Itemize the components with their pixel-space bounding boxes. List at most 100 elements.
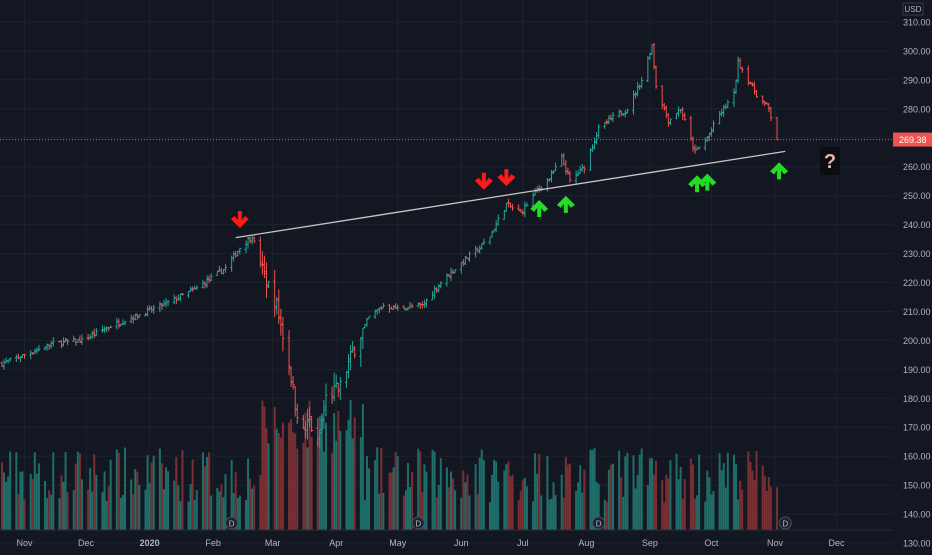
volume-bar [691, 464, 694, 530]
ohlc-bar [467, 251, 471, 263]
ohlc-bar [267, 281, 271, 289]
volume-bar [749, 461, 752, 530]
volume-bar [626, 452, 629, 530]
volume-bar [622, 496, 625, 530]
volume-bar [419, 451, 422, 530]
y-tick-label: 310.00 [903, 18, 931, 28]
volume-bar [80, 479, 83, 530]
volume-bar [550, 498, 553, 530]
ohlc-bar [176, 294, 180, 301]
volume-bar [423, 464, 426, 530]
volume-bar [388, 472, 391, 530]
ohlc-bar [748, 81, 752, 85]
volume-bar [347, 419, 350, 530]
volume-bar [349, 400, 352, 530]
ohlc-bar [439, 281, 443, 289]
volume-bar [435, 497, 438, 530]
ohlc-bar [763, 100, 767, 107]
volume-bar [474, 464, 477, 530]
grid [0, 0, 893, 544]
volume-bar [361, 403, 364, 530]
volume-bar [653, 474, 656, 530]
y-tick-label: 250.00 [903, 191, 931, 201]
x-tick-label: Feb [205, 538, 221, 548]
y-tick-label: 210.00 [903, 307, 931, 317]
x-tick-label: Sep [642, 538, 658, 548]
y-tick-label: 300.00 [903, 46, 931, 56]
ohlc-bar [437, 284, 441, 293]
ohlc-bar [90, 330, 94, 339]
y-tick-label: 260.00 [903, 162, 931, 172]
volume-bar [46, 498, 49, 530]
volume-bar [337, 411, 340, 530]
volume-bar [519, 490, 522, 530]
volume-bar [101, 492, 104, 530]
volume-bar [44, 480, 47, 530]
volume-bar [345, 430, 348, 530]
dividend-marker-circle [411, 516, 425, 530]
volume-bar [60, 475, 63, 530]
volume-bar [238, 495, 241, 530]
volume-bar [505, 464, 508, 530]
ohlc-bar [92, 328, 96, 338]
volume-bar [767, 477, 770, 530]
volume-bar [507, 461, 510, 530]
volume-bar [162, 489, 165, 530]
ohlc-bar [755, 90, 759, 98]
volume-bar [353, 417, 356, 530]
y-axis: USD 310.00300.00290.00280.00270.00260.00… [902, 2, 931, 549]
trendline[interactable] [235, 150, 786, 239]
ohlc-bar [365, 317, 369, 327]
ohlc-bar [693, 144, 697, 154]
volume-bar [454, 490, 457, 530]
volume-bar [521, 479, 524, 530]
volume-bar [392, 467, 395, 530]
ohlc-bar [162, 299, 166, 307]
volume-bar [29, 474, 32, 530]
y-tick-label: 200.00 [903, 336, 931, 346]
ohlc-bar [45, 343, 49, 351]
currency-label: USD [905, 5, 922, 14]
volume-bar [747, 451, 750, 530]
annotation-arrows [230, 162, 789, 228]
volume-bar [76, 451, 79, 530]
x-tick-label: Dec [828, 538, 845, 548]
volume-bar [62, 481, 65, 530]
ohlc-bar [705, 136, 709, 143]
volume-bar [193, 499, 196, 530]
ohlc-bar [316, 418, 320, 447]
ohlc-bar [158, 301, 162, 313]
ohlc-bar [640, 76, 644, 89]
ohlc-bar [677, 106, 681, 117]
y-tick-label: 290.00 [903, 75, 931, 85]
volume-bar [7, 476, 10, 530]
ohlc-bar [590, 144, 594, 152]
volume-bar [91, 491, 94, 530]
ohlc-bar [344, 371, 348, 388]
ohlc-bar [187, 290, 191, 298]
y-tick-label: 150.00 [903, 481, 931, 491]
volume-bar [655, 460, 658, 530]
volume-bar [488, 502, 491, 530]
ohlc-bar [260, 251, 264, 275]
volume-bar [696, 495, 699, 530]
volume-bar [478, 457, 481, 530]
ohlc-bar [203, 281, 207, 289]
ohlc-bar [433, 285, 437, 300]
ohlc-bar [353, 346, 357, 359]
volume-bar [261, 400, 264, 530]
volume-bar [117, 452, 120, 530]
volume-bar [568, 463, 571, 530]
ohlc-bar [707, 133, 711, 141]
volume-bar [683, 479, 686, 530]
ohlc-bar [402, 305, 406, 310]
volume-bar [536, 473, 539, 530]
volume-bar [222, 497, 225, 530]
ohlc-bar [679, 109, 683, 114]
ohlc-bar [709, 127, 713, 137]
ohlc-bar [359, 337, 363, 367]
volume-bar [468, 495, 471, 530]
ohlc-bar [636, 81, 640, 97]
